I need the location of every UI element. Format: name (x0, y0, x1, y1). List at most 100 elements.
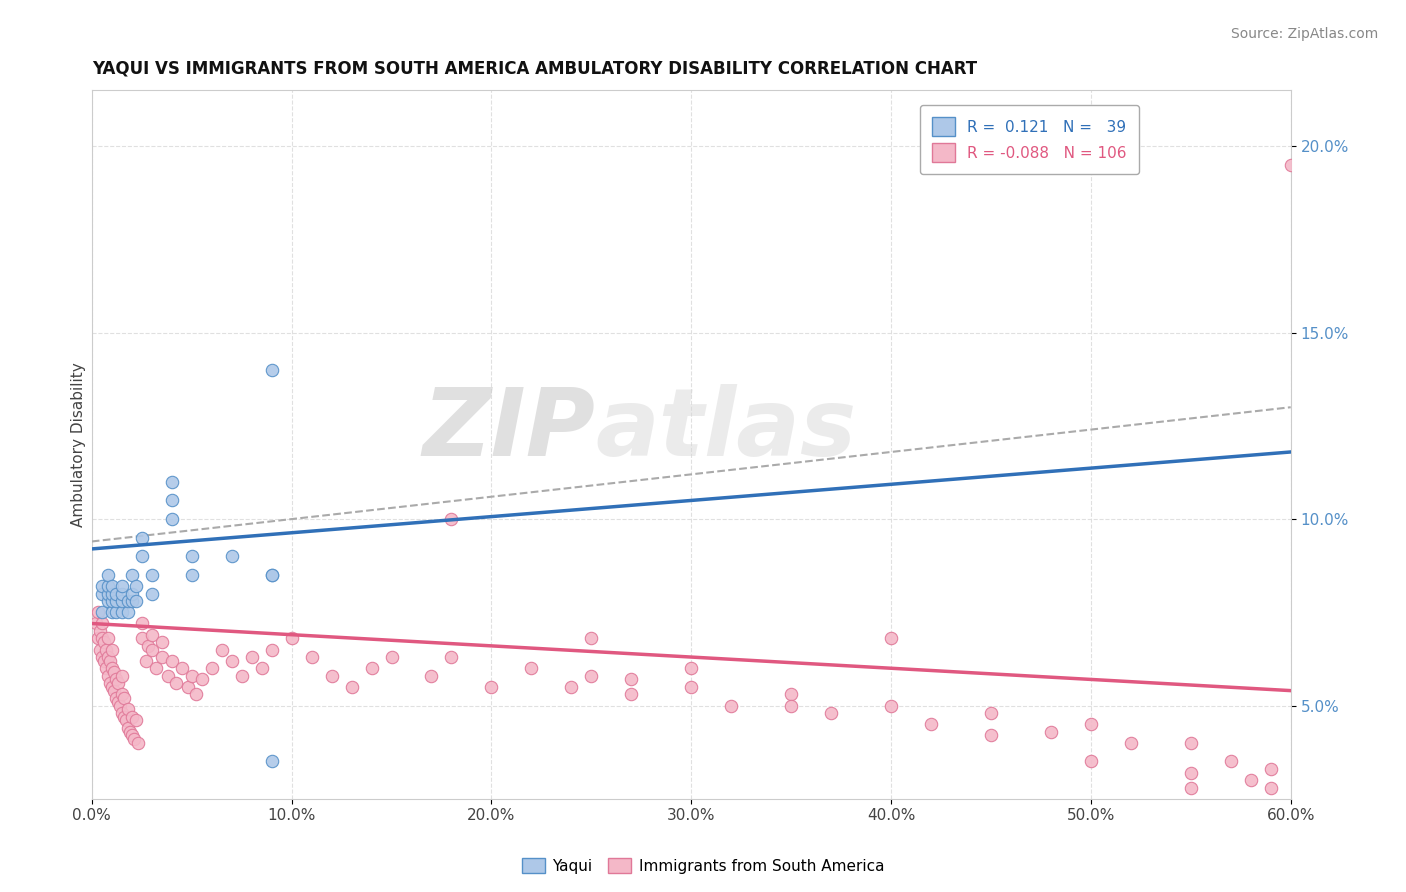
Point (1219, 755, 1241, 769)
Point (121, 594, 143, 608)
Point (560, 680, 582, 694)
Point (104, 594, 127, 608)
Point (111, 687, 134, 701)
Point (101, 594, 124, 608)
Point (180, 568, 202, 582)
Point (112, 709, 135, 723)
Point (880, 632, 903, 646)
Point (1080, 755, 1102, 769)
Point (90, 579, 112, 593)
Point (221, 654, 243, 668)
Point (1180, 780, 1202, 795)
Point (520, 661, 543, 675)
Point (90, 587, 112, 601)
Point (101, 680, 124, 694)
Point (160, 475, 183, 489)
Point (101, 661, 124, 675)
Point (150, 635, 173, 649)
Point (201, 661, 224, 675)
Point (131, 531, 153, 545)
Point (121, 587, 143, 601)
Point (681, 661, 703, 675)
Point (190, 673, 212, 687)
Point (131, 549, 153, 564)
Point (98, 676, 121, 690)
Point (107, 676, 129, 690)
Point (481, 680, 503, 694)
Point (121, 709, 143, 723)
Point (94, 642, 117, 657)
Point (114, 714, 136, 728)
Point (125, 594, 148, 608)
Point (141, 568, 163, 582)
Point (111, 587, 134, 601)
Point (145, 661, 167, 675)
Point (101, 605, 124, 619)
Point (136, 639, 159, 653)
Point (360, 661, 382, 675)
Point (104, 673, 127, 687)
Point (131, 616, 153, 631)
Point (301, 650, 323, 665)
Point (380, 650, 402, 665)
Legend: Yaqui, Immigrants from South America: Yaqui, Immigrants from South America (516, 852, 890, 880)
Text: Source: ZipAtlas.com: Source: ZipAtlas.com (1230, 27, 1378, 41)
Point (177, 680, 200, 694)
Point (87, 605, 110, 619)
Point (104, 605, 127, 619)
Point (122, 732, 145, 747)
Point (90, 605, 112, 619)
Point (980, 706, 1002, 720)
Legend: R =  0.121   N =   39, R = -0.088   N = 106: R = 0.121 N = 39, R = -0.088 N = 106 (920, 105, 1139, 174)
Point (780, 698, 803, 713)
Point (150, 650, 173, 665)
Point (111, 669, 134, 683)
Point (97, 669, 120, 683)
Point (1260, 780, 1282, 795)
Point (180, 669, 202, 683)
Point (260, 755, 283, 769)
Point (101, 587, 124, 601)
Point (117, 594, 139, 608)
Point (103, 683, 125, 698)
Point (780, 687, 803, 701)
Point (260, 568, 283, 582)
Point (240, 650, 263, 665)
Point (108, 698, 131, 713)
Point (340, 680, 363, 694)
Point (1039, 724, 1062, 739)
Point (93, 654, 115, 668)
Point (1080, 717, 1102, 731)
Point (720, 698, 742, 713)
Point (89, 642, 111, 657)
Point (84, 616, 107, 631)
Point (1180, 765, 1202, 780)
Point (620, 673, 643, 687)
Text: atlas: atlas (595, 384, 856, 476)
Point (104, 691, 127, 706)
Point (160, 654, 183, 668)
Point (131, 632, 153, 646)
Point (880, 698, 903, 713)
Point (1279, 158, 1302, 172)
Point (160, 512, 183, 526)
Point (211, 642, 233, 657)
Point (180, 549, 202, 564)
Point (581, 632, 603, 646)
Point (98, 654, 121, 668)
Point (156, 669, 179, 683)
Point (250, 661, 273, 675)
Point (440, 512, 463, 526)
Point (141, 628, 163, 642)
Point (221, 549, 243, 564)
Point (104, 587, 127, 601)
Point (111, 594, 134, 608)
Point (89, 624, 111, 638)
Point (581, 669, 603, 683)
Point (420, 669, 443, 683)
Point (620, 687, 643, 701)
Point (97, 594, 120, 608)
Point (125, 579, 148, 593)
Point (97, 587, 120, 601)
Point (681, 680, 703, 694)
